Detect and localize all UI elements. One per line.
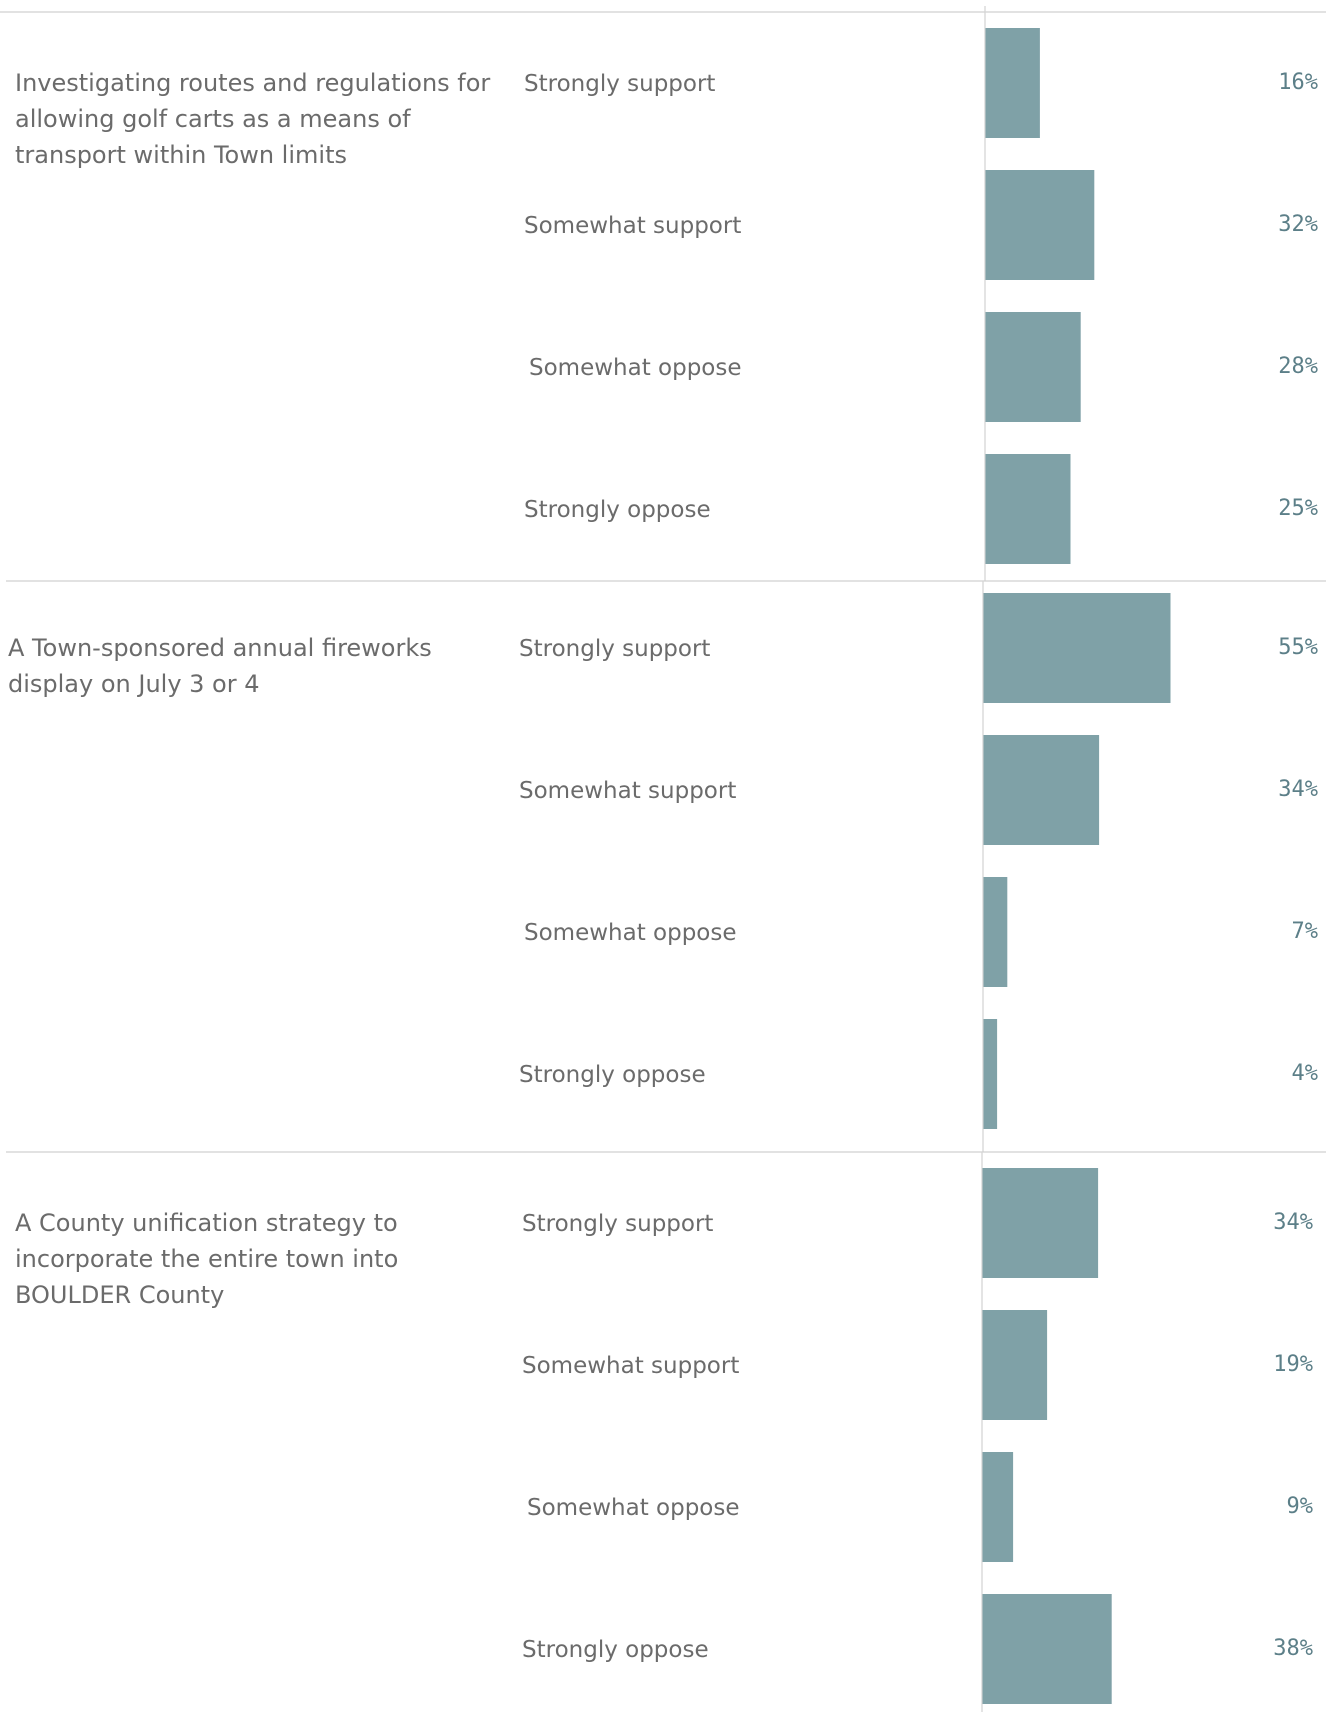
question-group: Investigating routes and regulations for… — [0, 6, 1326, 581]
question-label: A County unification strategy to incorpor… — [15, 1209, 398, 1309]
question-label-line: BOULDER County — [15, 1281, 224, 1309]
response-label: Strongly oppose — [524, 497, 711, 523]
question-label-line: allowing golf carts as a means of — [15, 105, 411, 133]
response-label: Somewhat support — [519, 778, 736, 804]
value-label: 25% — [1278, 496, 1318, 521]
response-label: Somewhat oppose — [527, 1495, 740, 1521]
question-label-line: incorporate the entire town into — [15, 1245, 398, 1273]
question-label: A Town-sponsored annual fireworks display… — [8, 634, 432, 698]
response-label: Strongly oppose — [522, 1637, 709, 1663]
bar — [983, 1019, 998, 1129]
response-label: Somewhat oppose — [524, 920, 737, 946]
question-label-line: display on July 3 or 4 — [8, 670, 260, 698]
bar — [982, 1310, 1048, 1420]
question-label-line: A County unification strategy to — [15, 1209, 398, 1237]
bar — [985, 28, 1040, 138]
response-label: Somewhat support — [524, 213, 741, 239]
response-label: Somewhat oppose — [529, 355, 742, 381]
response-label: Strongly support — [522, 1211, 713, 1237]
value-label: 34% — [1278, 777, 1318, 802]
question-group: A County unification strategy to incorpor… — [6, 1151, 1326, 1712]
bar — [983, 877, 1008, 987]
bar — [982, 1452, 1014, 1562]
response-label: Strongly oppose — [519, 1062, 706, 1088]
bar — [985, 312, 1081, 422]
response-label: Somewhat support — [522, 1353, 739, 1379]
value-label: 34% — [1273, 1210, 1313, 1235]
value-label: 4% — [1292, 1061, 1319, 1086]
question-label: Investigating routes and regulations for… — [15, 69, 490, 169]
value-label: 38% — [1273, 1636, 1313, 1661]
bar — [983, 593, 1171, 703]
response-label: Strongly support — [524, 71, 715, 97]
value-label: 9% — [1287, 1494, 1314, 1519]
question-label-line: Investigating routes and regulations for — [15, 69, 490, 97]
response-label: Strongly support — [519, 636, 710, 662]
value-label: 32% — [1278, 212, 1318, 237]
bar — [982, 1168, 1099, 1278]
bar — [983, 735, 1100, 845]
value-label: 19% — [1273, 1352, 1313, 1377]
bar — [985, 170, 1095, 280]
bar — [982, 1594, 1112, 1704]
value-label: 16% — [1278, 70, 1318, 95]
value-label: 7% — [1292, 919, 1319, 944]
question-label-line: transport within Town limits — [15, 141, 347, 169]
value-label: 55% — [1278, 635, 1318, 660]
bar — [985, 454, 1071, 564]
question-group: A Town-sponsored annual fireworks display… — [6, 580, 1326, 1152]
value-label: 28% — [1278, 354, 1318, 379]
question-label-line: A Town-sponsored annual fireworks — [8, 634, 432, 662]
